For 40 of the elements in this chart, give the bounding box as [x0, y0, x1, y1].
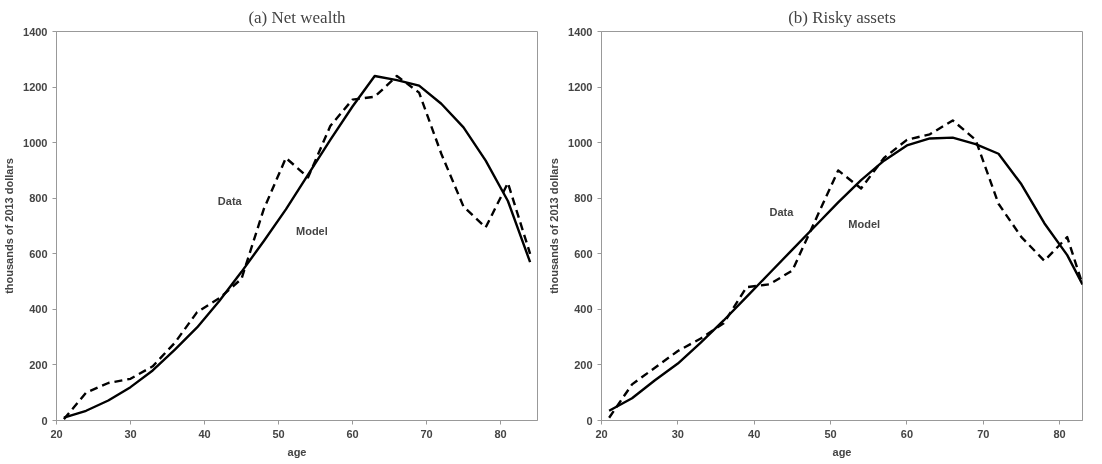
y-tick-label: 400 [29, 303, 48, 316]
y-tick-label: 400 [574, 303, 593, 316]
x-tick-label: 70 [420, 427, 433, 440]
chart-title: (a) Net wealth [248, 7, 347, 27]
x-tick-label: 20 [595, 427, 608, 440]
y-axis-title: thousands of 2013 dollars [3, 158, 16, 294]
y-axis-title: thousands of 2013 dollars [548, 158, 561, 294]
y-tick-label: 800 [574, 192, 593, 205]
y-tick-label: 200 [574, 358, 593, 371]
y-tick-label: 600 [574, 247, 593, 260]
x-tick-label: 50 [824, 427, 837, 440]
x-tick-label: 30 [124, 427, 137, 440]
y-tick-label: 1200 [568, 81, 593, 94]
series-label: Model [296, 225, 328, 238]
chart-title: (b) Risky assets [788, 7, 896, 27]
x-tick-label: 70 [977, 427, 990, 440]
x-tick-label: 40 [198, 427, 211, 440]
series-label: Data [217, 195, 243, 208]
x-tick-label: 60 [900, 427, 914, 440]
x-tick-label: 40 [748, 427, 761, 440]
x-tick-label: 60 [346, 427, 359, 440]
y-tick-label: 1000 [568, 136, 593, 149]
y-tick-label: 1000 [23, 136, 48, 149]
y-tick-label: 0 [41, 414, 48, 427]
y-tick-label: 600 [29, 247, 48, 260]
x-axis-title: age [832, 445, 852, 458]
y-tick-label: 0 [586, 414, 593, 427]
x-tick-label: 20 [50, 427, 63, 440]
series-label: Data [769, 206, 795, 219]
series-label: Model [848, 218, 881, 231]
y-tick-label: 800 [29, 192, 48, 205]
y-tick-label: 1400 [568, 25, 593, 38]
y-tick-label: 200 [29, 358, 48, 371]
x-tick-label: 80 [1053, 427, 1066, 440]
y-tick-label: 1200 [23, 81, 48, 94]
y-tick-label: 1400 [23, 25, 48, 38]
x-tick-label: 50 [272, 427, 285, 440]
x-tick-label: 80 [494, 427, 507, 440]
x-tick-label: 30 [671, 427, 684, 440]
x-axis-title: age [287, 445, 307, 458]
